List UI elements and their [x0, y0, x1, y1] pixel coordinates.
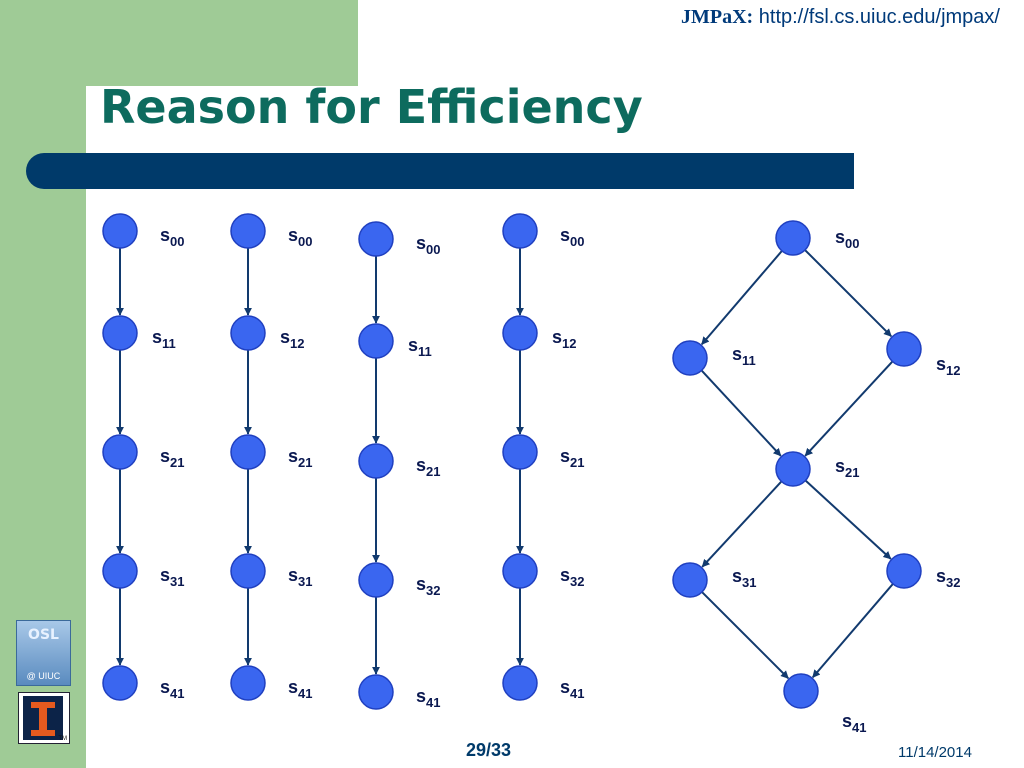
lattice-label-s32: s32: [936, 566, 960, 590]
chain1-node-s31: [102, 553, 138, 589]
edges-layer: [116, 248, 894, 679]
chain2-node-s21: [230, 434, 266, 470]
chain2-label-s12: s12: [280, 327, 304, 351]
lattice-edge-s12-s21: [804, 360, 894, 457]
slide-title: Reason for Efficiency: [100, 80, 643, 134]
chain3-node-s32: [358, 562, 394, 598]
lattice-node-s11: [672, 340, 708, 376]
chain4-label-s00: s00: [560, 225, 584, 249]
lattice-label-s31: s31: [732, 566, 756, 590]
chain3-label-s32: s32: [416, 574, 440, 598]
lattice-node-s21: [775, 451, 811, 487]
lattice-node-s31: [672, 562, 708, 598]
chain2-node-s00: [230, 213, 266, 249]
chain1-node-s11: [102, 315, 138, 351]
chain2-node-s41: [230, 665, 266, 701]
chain4-node-s21: [502, 434, 538, 470]
lattice-edge-s21-s31: [701, 480, 783, 568]
chain3-label-s21: s21: [416, 455, 440, 479]
chain1-node-s21: [102, 434, 138, 470]
chain1-label-s21: s21: [160, 446, 184, 470]
osl-logo: OSL @ UIUC: [16, 620, 71, 686]
chain3-label-s11: s11: [408, 335, 432, 359]
chain4-node-s41: [502, 665, 538, 701]
page-number: 29/33: [466, 740, 512, 760]
chain3-label-s00: s00: [416, 233, 440, 257]
chain3-label-s41: s41: [416, 686, 440, 710]
top-white-area: [358, 0, 1024, 86]
chain1-label-s11: s11: [152, 327, 176, 351]
chain4-label-s12: s12: [552, 327, 576, 351]
content-panel: [86, 86, 1024, 768]
chain4-label-s41: s41: [560, 677, 584, 701]
chain3-node-s11: [358, 323, 394, 359]
chain4-label-s21: s21: [560, 446, 584, 470]
lattice-label-s21: s21: [835, 456, 859, 480]
illinois-logo-stem: [39, 708, 47, 730]
top-green-tab: [0, 0, 358, 86]
chain2-label-s00: s00: [288, 225, 312, 249]
chain3-node-s41: [358, 674, 394, 710]
lattice-label-s00: s00: [835, 227, 859, 251]
chain1-label-s00: s00: [160, 225, 184, 249]
chain3-node-s00: [358, 221, 394, 257]
chain4-node-s32: [502, 553, 538, 589]
chain1-node-s41: [102, 665, 138, 701]
lattice-edge-s21-s32: [804, 479, 892, 560]
lattice-edge-s00-s11: [700, 250, 783, 345]
chain1-node-s00: [102, 213, 138, 249]
title-underline-bar: [26, 153, 854, 189]
lattice-edge-s00-s12: [804, 249, 892, 337]
lattice-node-s00: [775, 220, 811, 256]
osl-logo-text: OSL: [28, 627, 59, 643]
lattice-node-s32: [886, 553, 922, 589]
lattice-edge-s32-s41: [811, 583, 894, 678]
lattice-edge-s11-s21: [700, 369, 782, 457]
lattice-node-s41: [783, 673, 819, 709]
chain4-node-s00: [502, 213, 538, 249]
chain2-label-s21: s21: [288, 446, 312, 470]
lattice-label-s11: s11: [732, 344, 756, 368]
illinois-logo: TM: [18, 692, 70, 744]
slide-date: 11/14/2014: [898, 744, 972, 761]
nodes-layer: s00 s11 s21 s31 s41 s00 s12 s21 s31 s41 s00 s11 s21 s…: [102, 213, 960, 735]
lattice-edge-s31-s41: [701, 591, 789, 679]
chain4-node-s12: [502, 315, 538, 351]
illinois-logo-bottom-bar: [31, 730, 55, 736]
lattice-node-s12: [886, 331, 922, 367]
header-brand: JMPaX:: [681, 6, 754, 28]
illinois-logo-top-bar: [31, 702, 55, 708]
chain2-node-s12: [230, 315, 266, 351]
chain2-label-s41: s41: [288, 677, 312, 701]
header: JMPaX: http://fsl.cs.uiuc.edu/jmpax/: [681, 6, 1000, 29]
chain1-label-s41: s41: [160, 677, 184, 701]
lattice-label-s41: s41: [842, 711, 866, 735]
chain2-node-s31: [230, 553, 266, 589]
lattice-label-s12: s12: [936, 354, 960, 378]
chain2-label-s31: s31: [288, 565, 312, 589]
chain1-label-s31: s31: [160, 565, 184, 589]
osl-logo-caption: @ UIUC: [26, 671, 61, 681]
chain3-node-s21: [358, 443, 394, 479]
header-url[interactable]: http://fsl.cs.uiuc.edu/jmpax/: [758, 6, 1000, 28]
chain4-label-s32: s32: [560, 565, 584, 589]
illinois-logo-tm: TM: [58, 736, 67, 742]
